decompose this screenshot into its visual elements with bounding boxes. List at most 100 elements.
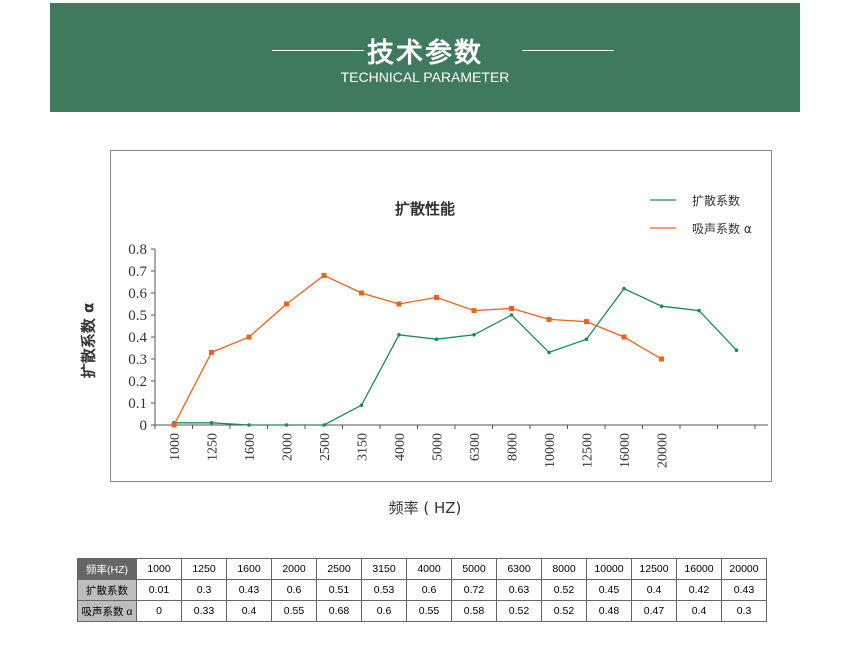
page-subtitle: TECHNICAL PARAMETER xyxy=(340,69,510,85)
data-point xyxy=(171,422,177,428)
data-point xyxy=(584,319,589,325)
data-point xyxy=(584,337,589,342)
table-cell: 0.43 xyxy=(226,579,272,601)
data-point xyxy=(471,308,477,314)
x-tick-label: 4000 xyxy=(393,433,408,461)
x-tick-label: 20000 xyxy=(656,433,671,468)
table-cell: 0.42 xyxy=(676,579,722,601)
data-table: 频率(HZ) 1000 1250 1600 2000 2500 3150 4000 5000 63… xyxy=(77,558,767,622)
table-cell: 2000 xyxy=(271,558,317,580)
data-point xyxy=(697,308,701,313)
series-line-0 xyxy=(174,287,737,426)
table-cell: 20000 xyxy=(721,558,767,580)
table-cell: 0.53 xyxy=(361,579,407,601)
table-cell: 0.58 xyxy=(451,600,497,622)
x-tick-label: 1000 xyxy=(168,433,183,461)
table-cell: 5000 xyxy=(451,558,497,580)
data-point xyxy=(247,423,251,427)
table-cell: 3150 xyxy=(361,558,407,580)
table-cell: 0.68 xyxy=(316,600,362,622)
row-header: 扩散系数 xyxy=(77,579,137,601)
table-cell: 0.01 xyxy=(136,579,182,601)
data-point xyxy=(509,305,514,311)
chart-frame xyxy=(110,150,772,482)
row-header: 频率(HZ) xyxy=(77,558,137,580)
data-point xyxy=(547,350,551,355)
table-cell: 1000 xyxy=(136,558,182,580)
table-cell: 0.48 xyxy=(586,600,632,622)
row-header: 吸声系数 α xyxy=(77,600,137,622)
y-tick-label: 0.7 xyxy=(128,264,147,280)
data-point xyxy=(321,272,327,278)
x-tick-label: 8000 xyxy=(506,433,521,461)
data-point xyxy=(434,337,439,342)
table-cell: 0.43 xyxy=(721,579,767,601)
table-cell: 1250 xyxy=(181,558,227,580)
table-cell: 0 xyxy=(136,600,182,622)
data-point xyxy=(322,423,326,427)
table-cell: 0.3 xyxy=(721,600,767,622)
data-point xyxy=(359,290,364,296)
data-point xyxy=(209,349,214,355)
table-cell: 0.51 xyxy=(316,579,362,601)
x-tick-label: 10000 xyxy=(543,433,558,468)
y-axis-title: 扩散系数 α xyxy=(79,302,98,379)
table-cell: 16000 xyxy=(676,558,722,580)
data-point xyxy=(734,348,739,353)
table-row: 扩散系数 0.01 0.3 0.43 0.6 0.51 0.53 0.6 0.72 0.63 0.5… xyxy=(77,579,767,601)
x-tick-label: 16000 xyxy=(618,433,633,468)
table-cell: 0.33 xyxy=(181,600,227,622)
series-line-1 xyxy=(173,274,662,426)
x-tick-label: 5000 xyxy=(431,433,446,461)
table-cell: 0.3 xyxy=(181,579,227,601)
table-cell: 0.47 xyxy=(631,600,677,622)
x-tick-label: 12500 xyxy=(581,433,596,468)
data-point xyxy=(472,333,476,337)
data-point xyxy=(546,316,552,322)
x-axis-title: 频率 ( HZ) xyxy=(388,499,462,517)
y-tick-label: 0 xyxy=(140,418,148,434)
chart-title: 扩散性能 xyxy=(395,200,455,218)
x-tick-label: 2500 xyxy=(318,433,333,461)
data-point xyxy=(209,421,214,425)
x-tick-label: 1250 xyxy=(206,433,221,461)
page-title: 技术参数 xyxy=(367,38,483,69)
y-tick-label: 0.1 xyxy=(128,396,147,412)
data-point xyxy=(509,313,514,317)
table-cell: 0.6 xyxy=(361,600,407,622)
data-point xyxy=(397,333,401,337)
data-point xyxy=(246,334,252,340)
table-cell: 1600 xyxy=(226,558,272,580)
y-tick-label: 0.4 xyxy=(128,330,147,346)
x-tick-label: 2000 xyxy=(281,433,296,461)
y-tick-label: 0.3 xyxy=(128,352,147,368)
data-point xyxy=(621,334,627,340)
data-point xyxy=(359,403,364,408)
data-point xyxy=(659,304,664,309)
table-cell: 0.72 xyxy=(451,579,497,601)
data-point xyxy=(284,423,289,427)
table-cell: 0.55 xyxy=(271,600,317,622)
table-cell: 0.45 xyxy=(586,579,632,601)
table-cell: 0.52 xyxy=(541,579,587,601)
legend-label: 吸声系数 α xyxy=(692,221,752,236)
x-tick-label: 6300 xyxy=(468,433,483,461)
table-cell: 4000 xyxy=(406,558,452,580)
table-cell: 0.63 xyxy=(496,579,542,601)
table-row: 频率(HZ) 1000 1250 1600 2000 2500 3150 4000 5000 63… xyxy=(77,558,767,580)
y-tick-label: 0.6 xyxy=(128,286,147,302)
table-cell: 0.4 xyxy=(631,579,677,601)
table-cell: 0.4 xyxy=(226,600,272,622)
table-cell: 10000 xyxy=(586,558,632,580)
data-point xyxy=(396,301,402,307)
x-tick-label: 1600 xyxy=(243,433,258,461)
table-cell: 2500 xyxy=(316,558,362,580)
y-tick-label: 0.5 xyxy=(128,308,147,324)
data-point xyxy=(622,286,626,291)
table-row: 吸声系数 α 0 0.33 0.4 0.55 0.68 0.6 0.55 0.58 0.52 0.5… xyxy=(77,600,767,622)
table-cell: 6300 xyxy=(496,558,542,580)
divider-left xyxy=(272,50,364,51)
legend-label: 扩散系数 xyxy=(692,193,740,208)
table-cell: 0.6 xyxy=(406,579,452,601)
